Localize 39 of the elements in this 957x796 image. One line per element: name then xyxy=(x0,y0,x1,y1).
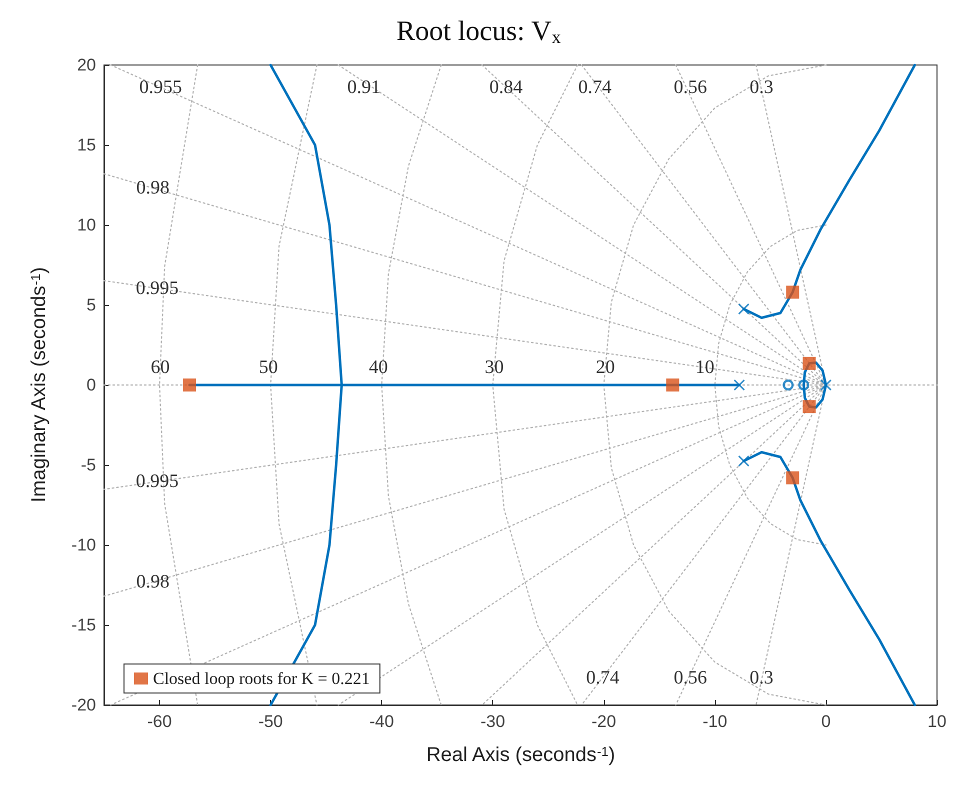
annotation: 20 xyxy=(596,356,615,378)
annotation: 0.955 xyxy=(139,76,182,98)
annotation: 0.56 xyxy=(674,667,708,688)
y-tick-label: -15 xyxy=(71,616,96,634)
annotation: 0.995 xyxy=(136,471,179,492)
annotation: 30 xyxy=(484,356,504,378)
x-tick-label: -60 xyxy=(147,712,172,731)
annotation: 0.995 xyxy=(136,278,179,299)
x-tick-label: 10 xyxy=(928,712,946,731)
y-tick-label: -10 xyxy=(71,536,96,554)
annotation: 0.3 xyxy=(750,667,774,688)
y-tick-label: -20 xyxy=(71,696,96,714)
annotation: 0.3 xyxy=(750,76,774,98)
annotation: 0.91 xyxy=(347,76,381,98)
y-tick-label: 15 xyxy=(77,136,96,154)
x-tick-label: -50 xyxy=(258,712,283,731)
annotation: 0.84 xyxy=(489,76,524,98)
annotation: 0.98 xyxy=(136,571,170,592)
y-tick-label: 10 xyxy=(77,216,96,234)
annotation: 0.56 xyxy=(674,76,708,98)
y-tick-label: -5 xyxy=(80,456,96,474)
annotation: 0.74 xyxy=(586,667,620,688)
x-tick-label: -10 xyxy=(702,712,728,731)
x-tick-label: -20 xyxy=(592,712,616,731)
y-tick-label: 5 xyxy=(86,296,96,314)
annotation: 10 xyxy=(695,356,714,378)
annotation: 50 xyxy=(258,356,278,378)
y-tick-label: 0 xyxy=(86,376,96,394)
x-tick-label: 0 xyxy=(821,712,831,731)
y-axis-title: Imaginary Axis (seconds-1) xyxy=(28,266,50,502)
legend-label: Closed loop roots for K = 0.221 xyxy=(153,669,370,688)
x-tick-label: -30 xyxy=(480,712,506,731)
annotation: 0.74 xyxy=(578,76,612,98)
annotation: 40 xyxy=(368,356,388,378)
chart-title: Root locus: Vx xyxy=(396,16,561,48)
x-tick-label: -40 xyxy=(369,712,394,731)
annotation: 60 xyxy=(150,356,170,378)
annotation: 0.98 xyxy=(136,178,170,199)
y-tick-label: 20 xyxy=(77,56,96,74)
